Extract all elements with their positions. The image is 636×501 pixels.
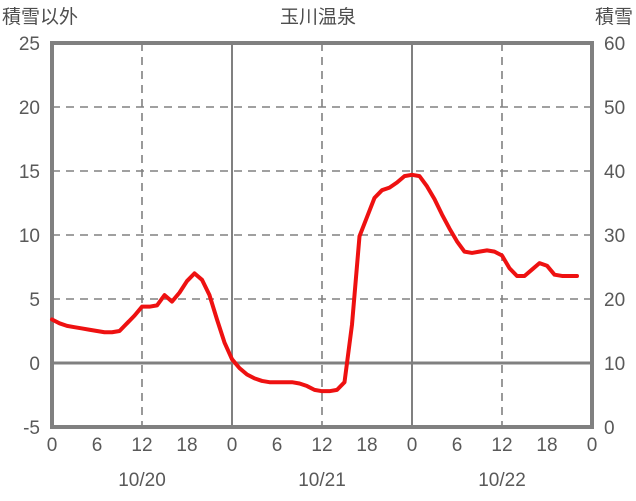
y-axis-tick-label-right: 40	[604, 162, 625, 183]
right-axis-title: 積雪	[594, 7, 633, 28]
x-axis-tick-label: 12	[131, 435, 152, 456]
x-axis-tick-label: 6	[452, 435, 463, 456]
y-axis-tick-label-right: 0	[604, 418, 615, 439]
x-axis-tick-label: 0	[407, 435, 418, 456]
x-axis-tick-label: 18	[176, 435, 197, 456]
data-series-line	[50, 172, 579, 394]
y-axis-tick-label-right: 20	[604, 290, 625, 311]
y-axis-tick-label-right: 60	[604, 34, 625, 55]
axis-frame	[50, 41, 594, 429]
x-axis-tick-label: 6	[272, 435, 283, 456]
page-title: 玉川温泉	[279, 7, 356, 28]
y-axis-tick-label-right: 10	[604, 354, 625, 375]
y-axis-tick-label-left: 0	[29, 354, 40, 375]
y-axis-tick-label-left: 10	[19, 226, 40, 247]
x-axis-day-label: 10/20	[118, 470, 166, 491]
y-axis-tick-label-left: 15	[19, 162, 40, 183]
x-axis-tick-label: 18	[356, 435, 377, 456]
x-axis-tick-label: 0	[47, 435, 58, 456]
y-axis-tick-label-left: -5	[23, 418, 40, 439]
y-axis-tick-label-right: 50	[604, 98, 625, 119]
x-axis-day-label: 10/22	[478, 470, 526, 491]
y-axis-tick-label-left: 5	[29, 290, 40, 311]
x-axis-tick-label: 12	[311, 435, 332, 456]
x-axis-day-label: 10/21	[298, 470, 346, 491]
y-axis-tick-label-left: 25	[19, 34, 40, 55]
y-axis-tick-label-right: 30	[604, 226, 625, 247]
x-axis-tick-label: 0	[227, 435, 238, 456]
x-axis-tick-label: 18	[536, 435, 557, 456]
left-axis-title: 積雪以外	[2, 7, 79, 28]
x-axis-tick-label: 6	[92, 435, 103, 456]
x-axis-tick-label: 12	[491, 435, 512, 456]
grid-layer	[52, 43, 592, 427]
y-axis-tick-label-left: 20	[19, 98, 40, 119]
x-axis-tick-label: 0	[587, 435, 598, 456]
series-layer	[50, 172, 579, 394]
plot-frame	[50, 41, 594, 429]
